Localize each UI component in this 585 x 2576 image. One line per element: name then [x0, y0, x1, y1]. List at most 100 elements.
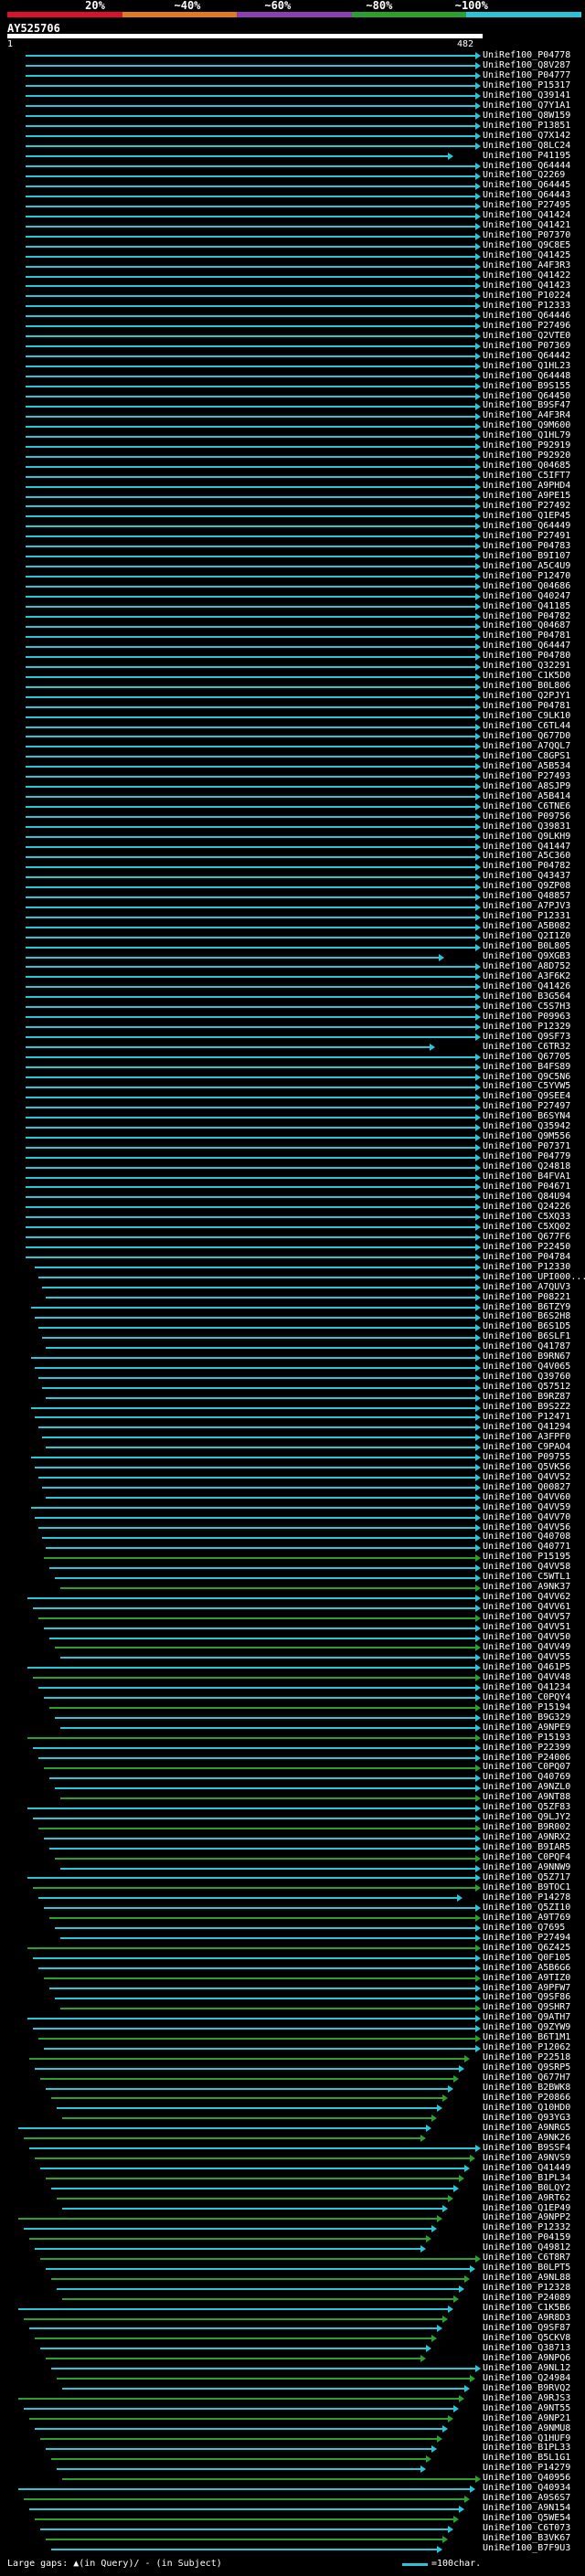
hit-label[interactable]: UniRef100_Q9C5N6	[483, 1071, 571, 1082]
hit-row[interactable]: UniRef100_Q7Y1A1	[0, 101, 585, 111]
hit-label[interactable]: UniRef100_Q64442	[483, 350, 571, 361]
hit-row[interactable]: UniRef100_P09756	[0, 811, 585, 822]
hit-label[interactable]: UniRef100_P15193	[483, 1732, 571, 1743]
hit-row[interactable]: UniRef100_Q8V287	[0, 60, 585, 71]
hit-row[interactable]: UniRef100_A9T769	[0, 1913, 585, 1924]
hit-row[interactable]: UniRef100_Q0F105	[0, 1953, 585, 1964]
hit-row[interactable]: UniRef100_A9NVS9	[0, 2153, 585, 2164]
hit-label[interactable]: UniRef100_Q677D0	[483, 731, 571, 741]
hit-label[interactable]: UniRef100_B9G329	[483, 1712, 571, 1723]
hit-row[interactable]: UniRef100_P15195	[0, 1552, 585, 1563]
hit-label[interactable]: UniRef100_Q2I1Z0	[483, 931, 571, 942]
hit-row[interactable]: UniRef100_Q64447	[0, 641, 585, 652]
hit-label[interactable]: UniRef100_A9NP21	[483, 2412, 571, 2423]
hit-row[interactable]: UniRef100_P27494	[0, 1933, 585, 1944]
hit-label[interactable]: UniRef100_Q41423	[483, 280, 571, 291]
hit-label[interactable]: UniRef100_Q10HD0	[483, 2102, 571, 2113]
hit-label[interactable]: UniRef100_Q9SF86	[483, 1992, 571, 2003]
hit-row[interactable]: UniRef100_P09755	[0, 1452, 585, 1463]
hit-row[interactable]: UniRef100_Q24984	[0, 2373, 585, 2384]
hit-row[interactable]: UniRef100_Q7X142	[0, 130, 585, 142]
hit-label[interactable]: UniRef100_A9NPP2	[483, 2212, 571, 2223]
hit-label[interactable]: UniRef100_Q2269	[483, 170, 566, 181]
hit-label[interactable]: UniRef100_Q00827	[483, 1481, 571, 1492]
hit-label[interactable]: UniRef100_A8SJP9	[483, 780, 571, 791]
hit-label[interactable]: UniRef100_B0L805	[483, 941, 571, 952]
hit-row[interactable]: UniRef100_A9RJS3	[0, 2393, 585, 2404]
hit-row[interactable]: UniRef100_Q64445	[0, 180, 585, 191]
hit-label[interactable]: UniRef100_Q7X142	[483, 130, 571, 141]
hit-row[interactable]: UniRef100_B6TZY9	[0, 1302, 585, 1313]
hit-label[interactable]: UniRef100_Q2PJY1	[483, 691, 571, 702]
hit-label[interactable]: UniRef100_Q40771	[483, 1542, 571, 1553]
hit-label[interactable]: UniRef100_Q39831	[483, 821, 571, 832]
hit-row[interactable]: UniRef100_Q5Z717	[0, 1872, 585, 1883]
hit-label[interactable]: UniRef100_A9NL88	[483, 2273, 571, 2284]
hit-label[interactable]: UniRef100_P04784	[483, 1251, 571, 1262]
hit-row[interactable]: UniRef100_A9NPP2	[0, 2213, 585, 2223]
hit-row[interactable]: UniRef100_Q8LC24	[0, 141, 585, 152]
hit-row[interactable]: UniRef100_Q41425	[0, 250, 585, 261]
hit-row[interactable]: UniRef100_Q2I1Z0	[0, 931, 585, 942]
hit-row[interactable]: UniRef100_A5C360	[0, 852, 585, 862]
hit-label[interactable]: UniRef100_Q5ZF83	[483, 1802, 571, 1813]
hit-row[interactable]: UniRef100_B6S2H8	[0, 1311, 585, 1322]
hit-row[interactable]: UniRef100_A5B534	[0, 761, 585, 772]
hit-label[interactable]: UniRef100_C5XQ02	[483, 1221, 571, 1232]
hit-row[interactable]: UniRef100_P07369	[0, 341, 585, 352]
hit-label[interactable]: UniRef100_A9NRG5	[483, 2122, 571, 2133]
hit-label[interactable]: UniRef100_B7F9U3	[483, 2543, 571, 2554]
hit-label[interactable]: UniRef100_Q9LJY2	[483, 1812, 571, 1823]
hit-label[interactable]: UniRef100_B5L1G1	[483, 2453, 571, 2464]
hit-row[interactable]: UniRef100_P22399	[0, 1743, 585, 1754]
hit-label[interactable]: UniRef100_Q4VV57	[483, 1612, 571, 1623]
hit-label[interactable]: UniRef100_Q32291	[483, 661, 571, 672]
hit-label[interactable]: UniRef100_Q1HL79	[483, 430, 571, 441]
hit-label[interactable]: UniRef100_Q4VV55	[483, 1651, 571, 1662]
hit-row[interactable]: UniRef100_A9NRG5	[0, 2122, 585, 2134]
hit-label[interactable]: UniRef100_P04671	[483, 1182, 571, 1193]
hit-label[interactable]: UniRef100_Q41426	[483, 981, 571, 991]
hit-label[interactable]: UniRef100_P14279	[483, 2463, 571, 2474]
hit-row[interactable]: UniRef100_A5B6G6	[0, 1962, 585, 1974]
hit-row[interactable]: UniRef100_Q41447	[0, 842, 585, 853]
hit-row[interactable]: UniRef100_P27493	[0, 770, 585, 782]
hit-label[interactable]: UniRef100_C5WTL1	[483, 1572, 571, 1583]
hit-row[interactable]: UniRef100_Q04686	[0, 581, 585, 592]
hit-row[interactable]: UniRef100_Q39760	[0, 1372, 585, 1383]
hit-label[interactable]: UniRef100_P27493	[483, 770, 571, 781]
hit-row[interactable]: UniRef100_Q38713	[0, 2343, 585, 2354]
hit-label[interactable]: UniRef100_Q40769	[483, 1772, 571, 1783]
hit-row[interactable]: UniRef100_Q41426	[0, 981, 585, 992]
hit-label[interactable]: UniRef100_B9SF47	[483, 400, 571, 411]
hit-label[interactable]: UniRef100_P04783	[483, 540, 571, 551]
hit-label[interactable]: UniRef100_Q41424	[483, 210, 571, 221]
hit-label[interactable]: UniRef100_Q9SHR7	[483, 2002, 571, 2013]
hit-label[interactable]: UniRef100_A9NL12	[483, 2362, 571, 2373]
hit-row[interactable]: UniRef100_B9I107	[0, 551, 585, 562]
hit-label[interactable]: UniRef100_Q40708	[483, 1532, 571, 1542]
hit-label[interactable]: UniRef100_Q7695	[483, 1922, 566, 1933]
hit-label[interactable]: UniRef100_Q4V065	[483, 1362, 571, 1373]
hit-label[interactable]: UniRef100_UPI000...	[483, 1271, 585, 1282]
hit-label[interactable]: UniRef100_Q9ATH7	[483, 2012, 571, 2023]
hit-row[interactable]: UniRef100_Q4VV52	[0, 1472, 585, 1483]
hit-label[interactable]: UniRef100_C0PQ07	[483, 1762, 571, 1773]
hit-label[interactable]: UniRef100_A9NPQ6	[483, 2352, 571, 2363]
hit-row[interactable]: UniRef100_B0L806	[0, 681, 585, 692]
hit-row[interactable]: UniRef100_A9NK26	[0, 2133, 585, 2144]
hit-label[interactable]: UniRef100_Q49812	[483, 2242, 571, 2253]
hit-label[interactable]: UniRef100_Q64447	[483, 641, 571, 652]
hit-row[interactable]: UniRef100_P04777	[0, 70, 585, 81]
hit-label[interactable]: UniRef100_B6S1D5	[483, 1321, 571, 1332]
hit-label[interactable]: UniRef100_Q64445	[483, 180, 571, 191]
hit-row[interactable]: UniRef100_A7QUV3	[0, 1282, 585, 1293]
hit-row[interactable]: UniRef100_Q41294	[0, 1422, 585, 1433]
hit-row[interactable]: UniRef100_Q41449	[0, 2163, 585, 2174]
hit-label[interactable]: UniRef100_A9PHD4	[483, 481, 571, 492]
hit-label[interactable]: UniRef100_Q48857	[483, 891, 571, 902]
hit-label[interactable]: UniRef100_A5B6G6	[483, 1962, 571, 1973]
hit-row[interactable]: UniRef100_P04778	[0, 50, 585, 61]
hit-row[interactable]: UniRef100_P07370	[0, 230, 585, 241]
hit-row[interactable]: UniRef100_A3FPF0	[0, 1432, 585, 1443]
